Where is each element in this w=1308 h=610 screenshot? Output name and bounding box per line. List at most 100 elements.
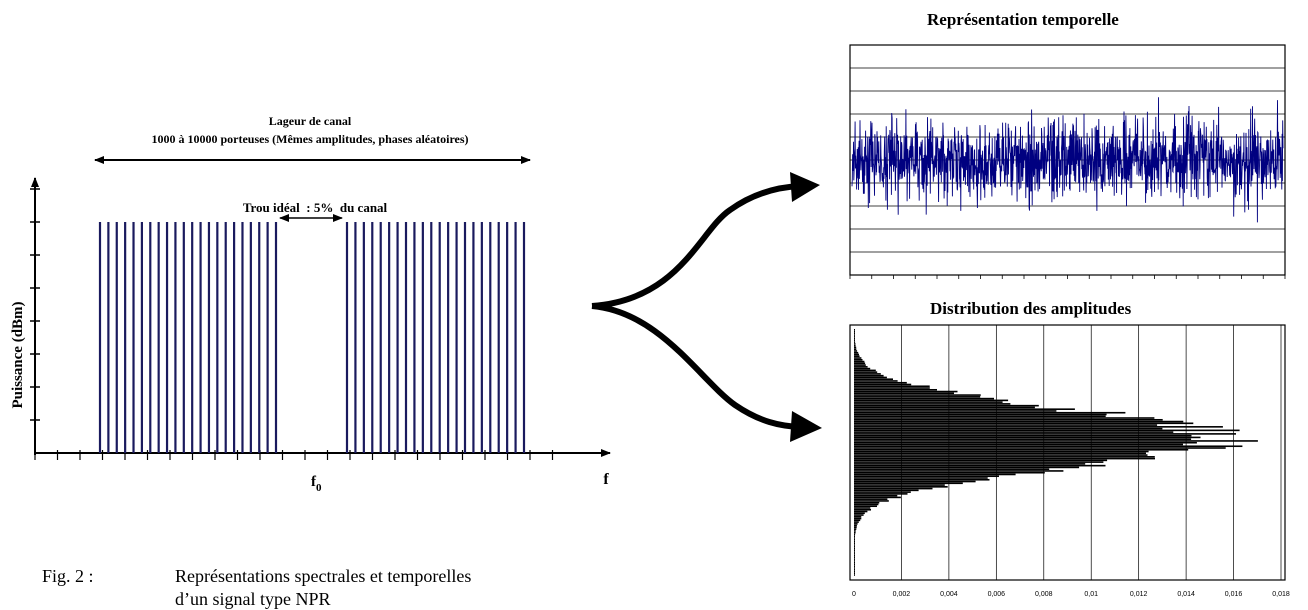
histogram-bar: [854, 507, 871, 509]
histogram-bar: [854, 343, 856, 345]
histogram-bar: [854, 530, 856, 532]
histogram-bar: [854, 540, 855, 543]
histogram-tick-label: 0,006: [988, 591, 1006, 598]
histogram-bar: [854, 526, 857, 529]
histogram-bar: [854, 549, 855, 552]
histogram-bar: [854, 410, 1057, 412]
histogram-bar: [854, 408, 1075, 410]
histogram-bar: [854, 482, 963, 485]
histogram-bar: [854, 413, 1107, 416]
histogram-bar: [854, 486, 948, 488]
histogram-tick-label: 0,014: [1177, 591, 1195, 598]
histogram-bar: [854, 574, 855, 576]
histogram-bar: [854, 378, 893, 380]
histogram-bar: [854, 547, 855, 550]
carriers-subtitle: 1000 à 10000 porteuses (Mêmes amplitudes…: [151, 132, 468, 146]
histogram-bar: [854, 385, 930, 388]
histogram-bar: [854, 466, 1080, 469]
histogram-bar: [854, 533, 856, 536]
histogram-bar: [854, 401, 1003, 403]
histogram-bar: [854, 456, 1155, 458]
histogram-bar: [854, 367, 871, 370]
histogram-bar: [854, 336, 855, 338]
histogram-bar: [854, 445, 1243, 448]
histogram-bar: [854, 427, 1163, 430]
histogram-bar: [854, 452, 1146, 455]
histogram-bar: [854, 424, 1158, 426]
histogram-bar: [854, 553, 855, 555]
figure-caption-line2: d’un signal type NPR: [175, 589, 331, 609]
histogram-tick-label: 0,004: [940, 591, 958, 598]
histogram-bar: [854, 501, 880, 504]
histogram-bar: [854, 475, 999, 478]
histogram-bar: [854, 397, 994, 400]
histogram-bar: [854, 537, 855, 539]
histogram-bar: [854, 438, 1192, 440]
histogram-bar: [854, 478, 990, 481]
histogram-bar: [854, 373, 881, 375]
histogram-bar: [854, 360, 865, 363]
histogram-bar: [854, 433, 1236, 435]
center-frequency-subscript: 0: [316, 482, 322, 494]
histogram-bar: [854, 399, 1009, 402]
channel-width-title: Lageur de canal: [269, 114, 352, 128]
histogram-bar: [854, 351, 859, 354]
histogram-bar: [854, 364, 866, 366]
histogram-bar: [854, 447, 1226, 449]
time-signal-trace: [851, 97, 1284, 223]
histogram-tick-label: 0,01: [1084, 591, 1098, 598]
histogram-bar: [854, 429, 1240, 432]
histogram-bar: [854, 514, 864, 516]
histogram-bar: [854, 366, 868, 368]
histogram-bar: [854, 436, 1201, 439]
histogram-bar: [854, 422, 1194, 425]
histogram-bar: [854, 535, 855, 538]
histogram-bar: [854, 521, 859, 523]
histogram-bar: [854, 332, 855, 335]
histogram-bar: [854, 459, 1108, 462]
histogram-bar: [854, 524, 857, 527]
histogram-bar: [854, 396, 981, 398]
histogram-frame: [849, 324, 1286, 581]
histogram-bar: [854, 498, 888, 500]
histogram-tick-label: 0,012: [1130, 591, 1148, 598]
histogram-bar: [854, 392, 954, 395]
histogram-bar: [854, 381, 907, 384]
histogram-bar: [854, 468, 1050, 470]
y-axis-label: Puissance (dBm): [10, 301, 26, 408]
carrier-lines: [98, 222, 526, 453]
histogram-bar: [854, 329, 855, 331]
spectrum-diagram: Lageur de canal 1000 à 10000 porteuses (…: [10, 114, 611, 494]
histogram-bar: [854, 348, 857, 351]
histogram-tick-label: 0,002: [893, 591, 911, 598]
histogram-bar: [854, 434, 1192, 437]
histogram-bar: [854, 417, 1155, 419]
histogram-bar: [854, 538, 855, 541]
histogram-bar: [854, 567, 855, 569]
histogram-bar: [854, 371, 878, 373]
histogram-bar: [854, 508, 871, 511]
histogram-bar: [854, 480, 976, 483]
histogram-bar: [854, 418, 1163, 421]
histogram-bar: [854, 570, 855, 573]
histogram-bar: [854, 551, 855, 553]
histogram-bar: [854, 560, 855, 562]
histogram-bar: [854, 512, 865, 515]
histogram-bar: [854, 528, 857, 530]
histogram-bar: [854, 477, 988, 479]
histogram-bar: [854, 339, 855, 342]
histogram-tick-label: 0,016: [1225, 591, 1243, 598]
histogram-bar: [854, 337, 855, 340]
histogram-bar: [854, 572, 855, 575]
histogram-bar: [854, 380, 898, 382]
histogram-bar: [854, 390, 958, 393]
histogram-bar: [854, 415, 1106, 418]
histogram-bar: [854, 531, 856, 534]
center-frequency-main: f: [311, 474, 317, 490]
histogram-bar: [854, 374, 884, 377]
histogram-bar: [854, 440, 1258, 442]
histogram-bar: [854, 383, 912, 386]
histogram-bar: [854, 487, 933, 490]
histogram-bar: [854, 454, 1148, 456]
histogram-bar: [854, 556, 855, 559]
